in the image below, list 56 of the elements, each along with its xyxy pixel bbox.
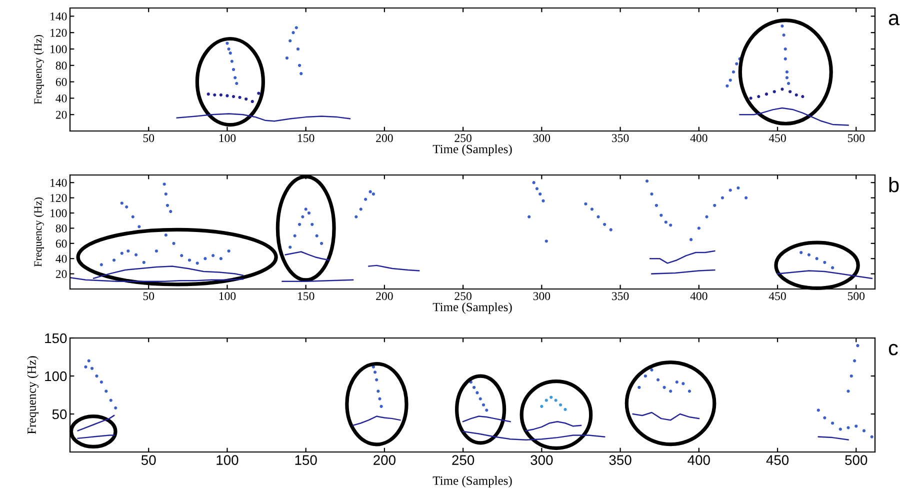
x-tick-label: 400 bbox=[690, 134, 708, 142]
x-tick-label: 400 bbox=[690, 292, 708, 300]
y-tick-label: 150 bbox=[45, 333, 67, 344]
y-tick-label: 140 bbox=[50, 12, 67, 20]
text: b bbox=[889, 177, 899, 192]
x-tick-label: 350 bbox=[612, 292, 629, 300]
x-tick-label: 100 bbox=[216, 455, 238, 465]
y-tick-label: 120 bbox=[50, 28, 67, 37]
y-axis-title: Frequency (Hz) bbox=[27, 356, 38, 434]
x-tick-label: 50 bbox=[143, 134, 154, 142]
text: a bbox=[888, 14, 900, 26]
x-tick-label: 300 bbox=[533, 292, 550, 300]
y-tick-label: 60 bbox=[56, 240, 67, 248]
text: c bbox=[888, 344, 898, 356]
x-axis-title: Time (Samples) bbox=[432, 476, 512, 488]
y-tick-label: 40 bbox=[56, 254, 67, 263]
x-axis-title: Time (Samples) bbox=[432, 144, 512, 156]
y-tick-label: 100 bbox=[50, 45, 67, 54]
x-tick-label: 50 bbox=[141, 455, 156, 465]
y-axis-title: Frequency (Hz) bbox=[34, 34, 44, 104]
x-tick-label: 50 bbox=[143, 292, 154, 300]
x-tick-label: 150 bbox=[295, 455, 317, 465]
x-axis-title: Time (Samples) bbox=[432, 302, 512, 314]
y-tick-label: 140 bbox=[50, 178, 67, 187]
x-tick-label: 450 bbox=[766, 455, 789, 465]
x-tick-label: 400 bbox=[688, 455, 710, 465]
x-tick-label: 350 bbox=[609, 455, 632, 465]
x-tick-label: 100 bbox=[219, 134, 236, 142]
y-tick-label: 40 bbox=[56, 94, 67, 102]
x-tick-label: 150 bbox=[298, 134, 314, 142]
x-tick-label: 500 bbox=[845, 455, 868, 465]
x-tick-label: 500 bbox=[848, 134, 865, 142]
y-tick-label: 100 bbox=[45, 371, 67, 382]
y-tick-label: 50 bbox=[52, 409, 67, 420]
y-tick-label: 20 bbox=[56, 110, 67, 119]
x-tick-label: 450 bbox=[768, 292, 786, 300]
y-tick-label: 80 bbox=[56, 224, 67, 232]
x-tick-label: 100 bbox=[219, 292, 236, 300]
y-tick-label: 20 bbox=[56, 270, 67, 278]
x-tick-label: 450 bbox=[768, 134, 786, 142]
x-tick-label: 350 bbox=[612, 134, 629, 142]
x-tick-label: 500 bbox=[848, 292, 865, 300]
x-tick-label: 250 bbox=[452, 455, 474, 465]
y-tick-label: 120 bbox=[50, 194, 67, 202]
x-tick-label: 150 bbox=[298, 292, 314, 300]
x-tick-label: 250 bbox=[454, 292, 472, 300]
y-tick-label: 80 bbox=[56, 62, 67, 70]
x-tick-label: 300 bbox=[533, 134, 550, 142]
x-tick-label: 250 bbox=[454, 134, 472, 142]
x-tick-label: 200 bbox=[376, 134, 393, 142]
x-tick-label: 300 bbox=[530, 455, 553, 465]
x-tick-label: 200 bbox=[376, 292, 393, 300]
x-tick-label: 200 bbox=[374, 455, 396, 465]
y-tick-label: 100 bbox=[50, 209, 67, 218]
y-axis-title: Frequency (Hz) bbox=[34, 197, 44, 267]
y-tick-label: 60 bbox=[56, 78, 67, 86]
